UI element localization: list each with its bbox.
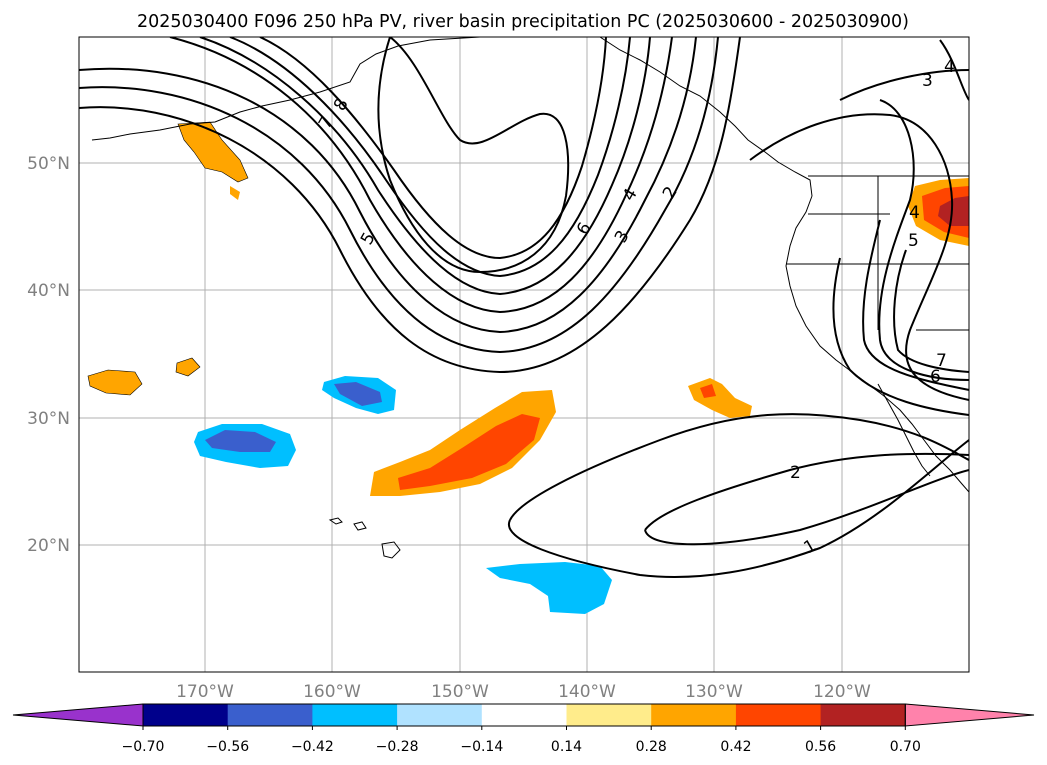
colorbar-segment — [820, 704, 906, 726]
contour-label: 2 — [790, 463, 801, 483]
colorbar-tick-label: −0.70 — [122, 739, 165, 755]
pv-contours — [79, 37, 969, 578]
contour-label: 5 — [908, 231, 919, 251]
precip-patch-west — [87, 369, 143, 396]
map-border — [78, 36, 970, 673]
lat-label-50n: 50°N — [27, 154, 70, 174]
colorbar-segment — [651, 704, 737, 726]
colorbar-border — [142, 703, 906, 727]
contour-label: 4 — [909, 203, 920, 223]
precip-shading — [87, 121, 969, 614]
contour-label: 7 — [936, 351, 947, 371]
colorbar-segment — [227, 704, 313, 726]
colorbar-labels: −0.70 −0.56 −0.42 −0.28 −0.14 0.14 0.28 0.42 0.5… — [122, 726, 921, 755]
lat-label-40n: 40°N — [27, 281, 70, 301]
colorbar-segment — [397, 704, 483, 726]
contour-label: 3 — [922, 71, 933, 91]
lon-label-150w: 150°W — [431, 682, 489, 702]
latitude-labels: 50°N 40°N 30°N 20°N — [27, 154, 70, 556]
colorbar-tick-label: −0.56 — [206, 739, 249, 755]
lon-label-160w: 160°W — [303, 682, 361, 702]
colorbar-segment — [566, 704, 652, 726]
colorbar-tick-label: 0.70 — [890, 739, 921, 755]
colorbar-tick-label: 0.42 — [720, 739, 751, 755]
lon-label-120w: 120°W — [813, 682, 871, 702]
lon-label-170w: 170°W — [176, 682, 234, 702]
figure-title: 2025030400 F096 250 hPa PV, river basin … — [137, 12, 909, 32]
lat-label-20n: 20°N — [27, 536, 70, 556]
colorbar — [12, 703, 1035, 727]
longitude-labels: 170°W 160°W 150°W 140°W 130°W 120°W — [176, 682, 871, 702]
contour-label: 4 — [944, 57, 955, 77]
colorbar-segment — [735, 704, 822, 726]
precip-patch-central — [370, 390, 556, 496]
colorbar-tick-label: 0.28 — [636, 739, 667, 755]
precip-patch-blue-low — [486, 562, 612, 614]
colorbar-segment — [143, 704, 229, 726]
colorbar-tick-label: −0.42 — [291, 739, 334, 755]
contour-label: 6 — [930, 367, 941, 387]
colorbar-extend-right — [904, 703, 1035, 727]
lon-label-140w: 140°W — [558, 682, 616, 702]
lon-label-130w: 130°W — [685, 682, 743, 702]
lat-label-30n: 30°N — [27, 409, 70, 429]
colorbar-extend-left — [12, 703, 144, 727]
colorbar-segment — [312, 704, 398, 726]
colorbar-segment — [481, 704, 567, 726]
colorbar-tick-label: 0.56 — [805, 739, 836, 755]
colorbar-tick-label: −0.28 — [376, 739, 419, 755]
colorbar-tick-label: −0.14 — [460, 739, 503, 755]
colorbar-tick-label: 0.14 — [551, 739, 582, 755]
